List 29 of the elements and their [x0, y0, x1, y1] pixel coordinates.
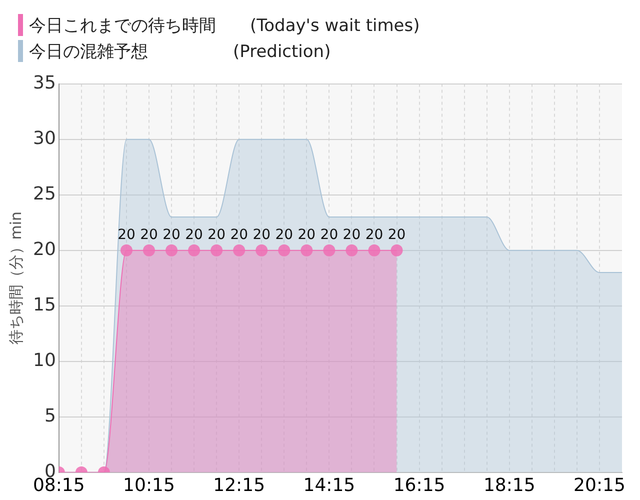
data-label: 20	[208, 226, 226, 243]
y-tick-label: 30	[33, 128, 56, 149]
data-label: 20	[185, 226, 203, 243]
data-label: 20	[298, 226, 316, 243]
y-axis-title: 待ち時間（分）min	[6, 211, 25, 345]
data-label: 20	[118, 226, 136, 243]
y-tick-label: 10	[33, 350, 56, 372]
data-label: 20	[388, 226, 406, 243]
data-label: 20	[342, 226, 361, 243]
y-tick-label: 25	[33, 184, 56, 204]
data-label: 20	[365, 226, 384, 243]
data-label: 20	[230, 226, 248, 243]
y-tick-label: 20	[33, 239, 56, 260]
x-tick-label: 16:15	[393, 474, 446, 496]
data-label: 20	[252, 226, 271, 243]
x-tick-label: 10:15	[123, 474, 175, 496]
y-tick-label: 15	[33, 294, 56, 316]
x-tick-label: 14:15	[303, 474, 356, 496]
data-label: 20	[275, 226, 294, 243]
data-label: 20	[162, 226, 180, 243]
legend-label: 今日これまでの待ち時間 (Today's wait times)	[29, 14, 420, 36]
x-tick-label: 18:15	[483, 474, 536, 496]
y-tick-label: 5	[44, 406, 56, 427]
x-tick-label: 20:15	[574, 474, 626, 496]
y-tick-label: 35	[33, 72, 56, 94]
x-tick-label: 12:15	[213, 474, 266, 496]
legend-label: 今日の混雑予想 (Prediction)	[29, 40, 331, 62]
data-label: 20	[140, 226, 158, 243]
data-label: 20	[320, 226, 338, 243]
